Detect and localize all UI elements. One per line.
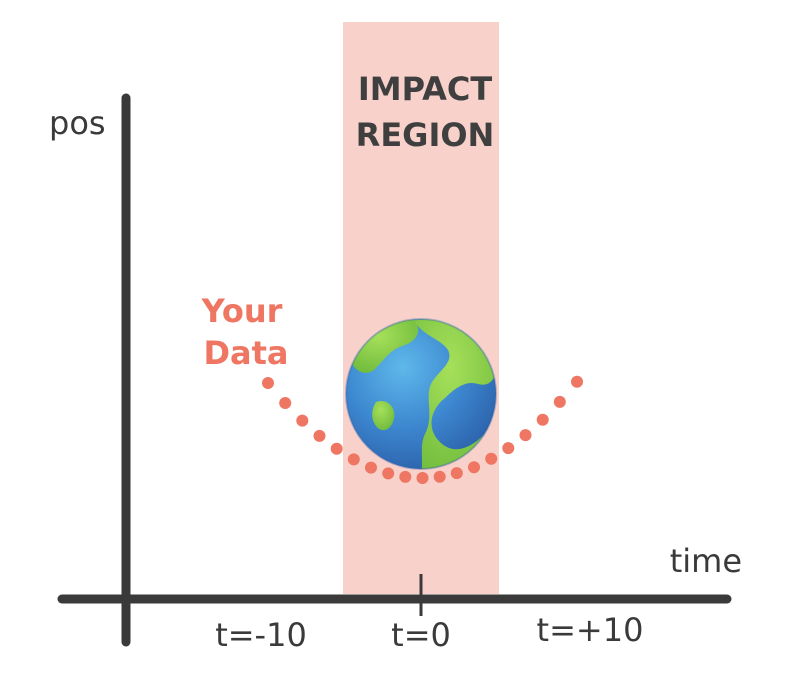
earth-globe-icon bbox=[345, 318, 497, 470]
tick-label-plus-10: t=+10 bbox=[537, 611, 644, 649]
data-point bbox=[519, 429, 532, 442]
impact-region-band bbox=[343, 22, 499, 594]
data-label-line1: Your bbox=[201, 292, 283, 330]
data-point bbox=[502, 442, 515, 455]
data-point bbox=[382, 467, 395, 480]
data-point bbox=[433, 470, 446, 483]
data-point bbox=[553, 395, 566, 408]
data-point bbox=[571, 375, 583, 388]
data-points bbox=[262, 375, 583, 484]
data-point bbox=[450, 467, 463, 480]
impact-region-label-line2: REGION bbox=[356, 116, 495, 154]
tick-label-minus-10: t=-10 bbox=[215, 616, 307, 654]
data-point bbox=[485, 452, 498, 465]
data-point bbox=[399, 470, 412, 483]
data-point bbox=[365, 461, 377, 474]
x-axis-label: time bbox=[670, 542, 742, 580]
tick-label-zero: t=0 bbox=[391, 616, 451, 654]
data-point bbox=[468, 461, 480, 474]
data-point bbox=[536, 413, 549, 426]
data-point bbox=[262, 377, 274, 389]
data-label-line2: Data bbox=[203, 334, 288, 372]
data-point bbox=[296, 414, 309, 427]
data-point bbox=[416, 472, 429, 484]
data-point bbox=[347, 453, 360, 466]
data-point bbox=[279, 397, 292, 409]
data-point bbox=[313, 429, 326, 442]
data-point bbox=[330, 442, 343, 455]
y-axis-label: pos bbox=[49, 104, 106, 142]
impact-region-label-line1: IMPACT bbox=[358, 70, 493, 108]
